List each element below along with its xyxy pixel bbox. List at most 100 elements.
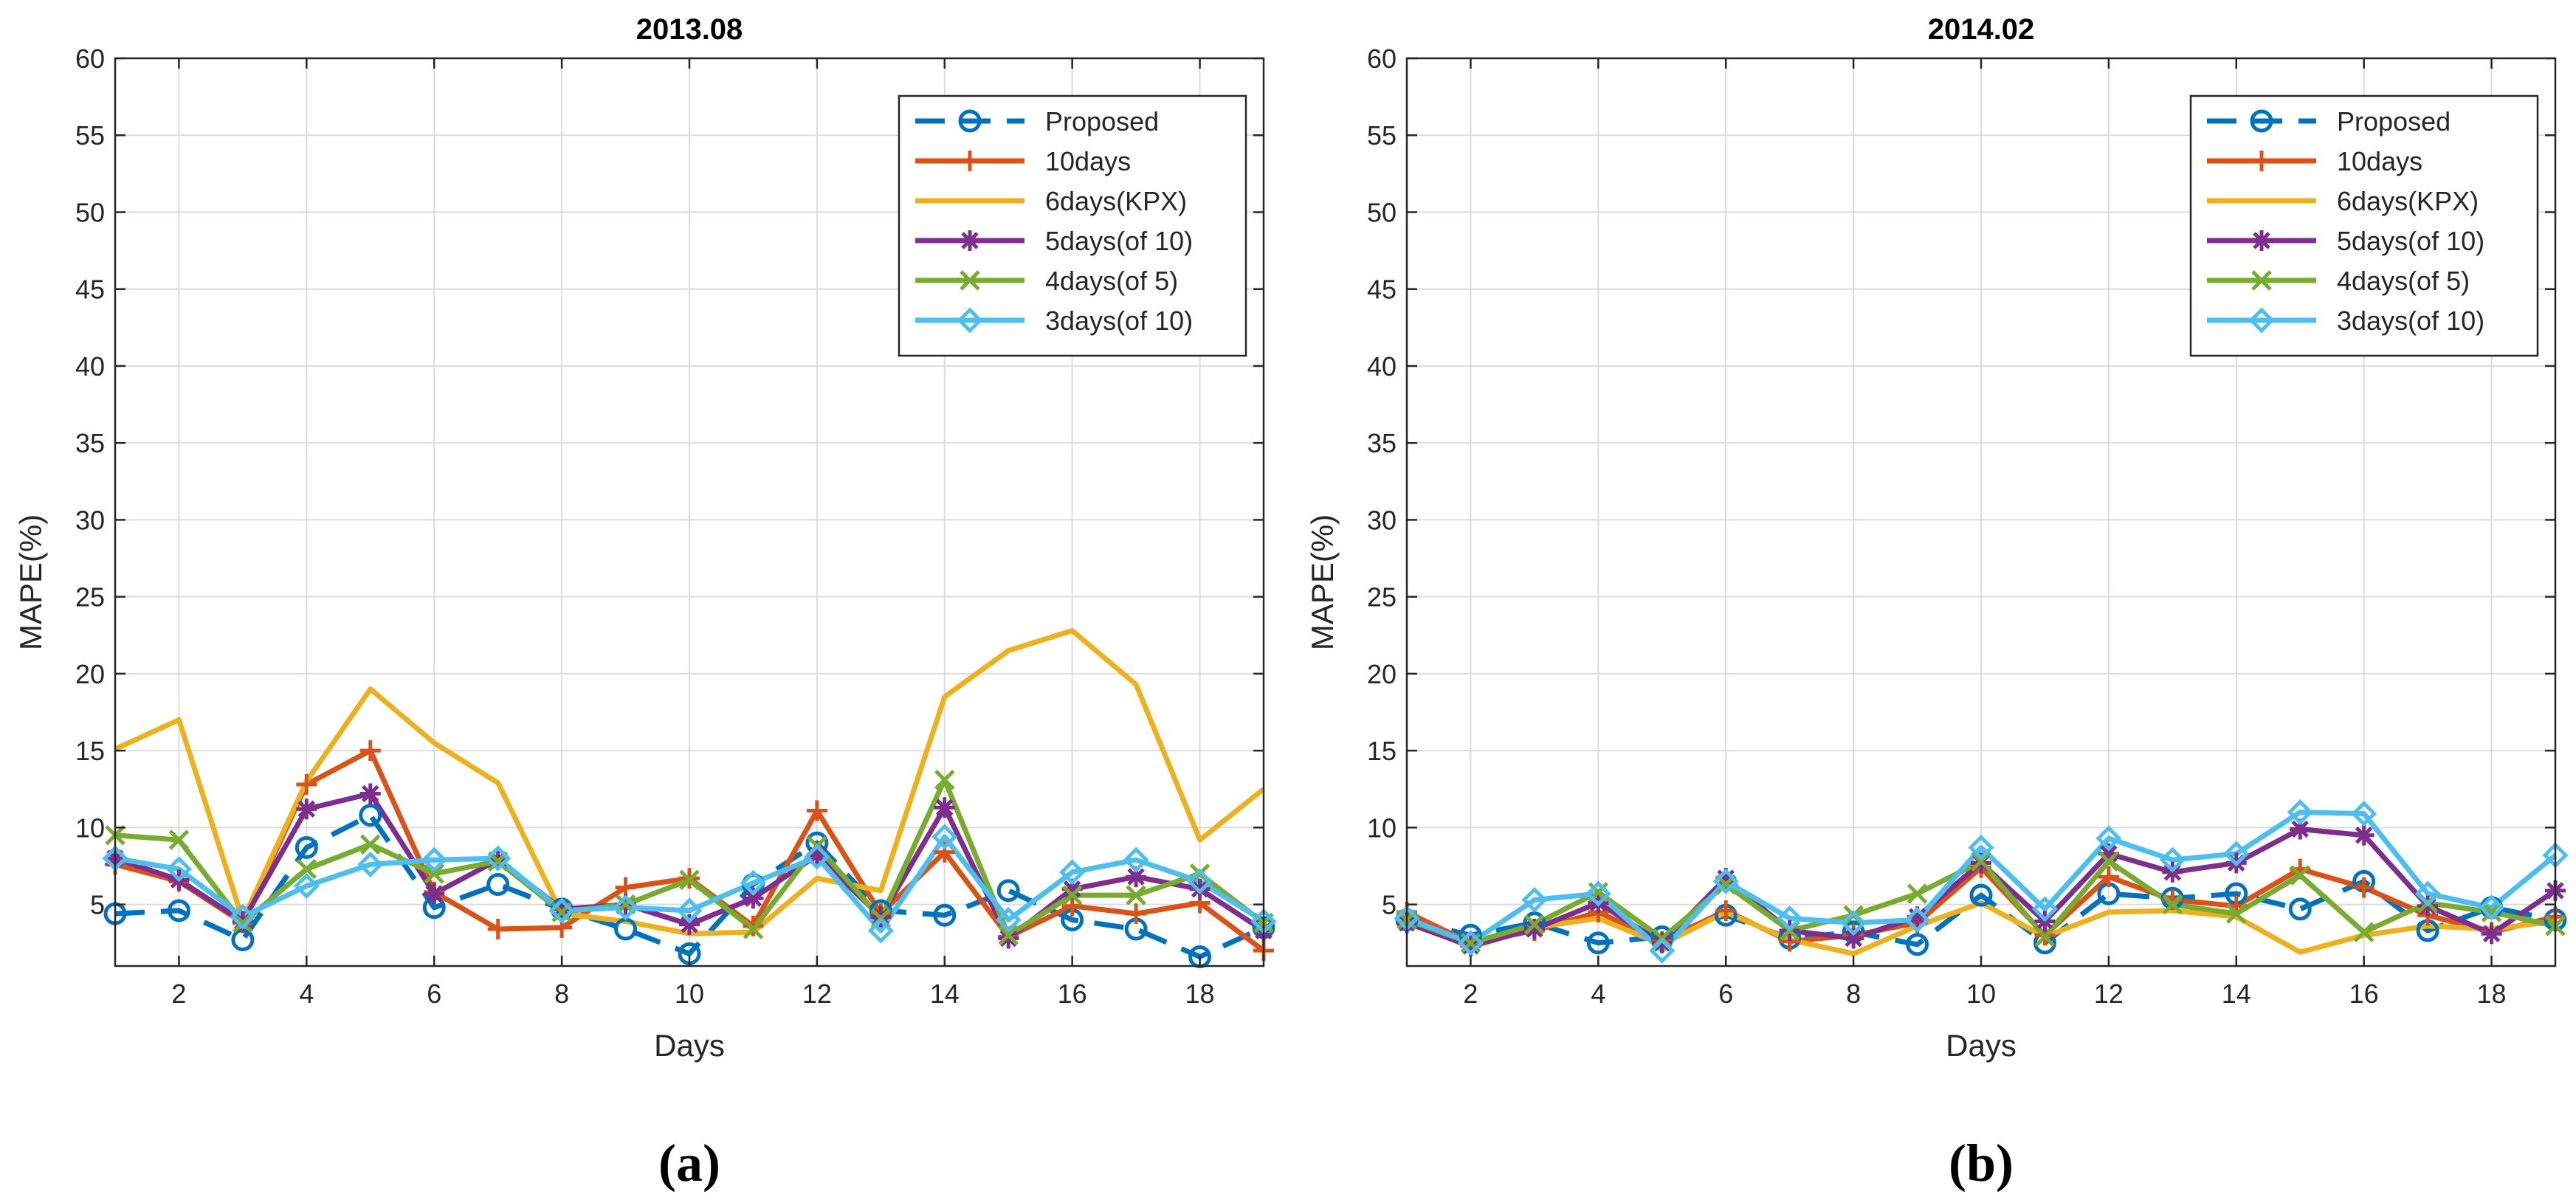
y-tick-label: 5 xyxy=(90,890,105,920)
legend-item-0: Proposed xyxy=(2207,106,2451,137)
data-point xyxy=(551,898,573,920)
data-point xyxy=(233,912,253,934)
data-point xyxy=(1524,914,1545,935)
data-point xyxy=(806,844,827,866)
series-group xyxy=(1394,798,2569,964)
y-tick-label: 25 xyxy=(75,582,105,613)
legend-item-1: 10days xyxy=(2207,146,2422,176)
x-tick-label: 4 xyxy=(299,979,314,1009)
data-point xyxy=(1126,885,1146,905)
x-axis-label: Days xyxy=(1946,1028,2017,1063)
y-tick-label: 30 xyxy=(1367,505,1397,535)
data-point xyxy=(1969,883,1993,907)
data-point xyxy=(357,851,384,877)
data-point xyxy=(1126,866,1147,888)
legend-label: 4days(of 5) xyxy=(2337,266,2470,296)
data-point xyxy=(1059,859,1086,886)
data-point xyxy=(2288,897,2312,921)
legend-item-2: 6days(KPX) xyxy=(915,186,1187,216)
y-axis-label: MAPE(%) xyxy=(1305,514,1340,650)
data-point xyxy=(2098,866,2119,888)
data-point xyxy=(359,804,382,827)
data-point xyxy=(2159,846,2186,873)
x-tick-label: 8 xyxy=(554,979,569,1009)
data-point xyxy=(1523,918,1545,939)
data-point xyxy=(1906,933,1929,956)
data-point xyxy=(1187,868,1213,894)
legend-marker xyxy=(957,307,983,334)
data-point xyxy=(295,835,318,859)
panel-caption: (b) xyxy=(1949,1134,2014,1193)
data-point xyxy=(998,925,1019,946)
data-point xyxy=(296,858,317,880)
data-point xyxy=(2353,877,2374,898)
legend-marker xyxy=(2251,230,2272,251)
x-tick-label: 12 xyxy=(802,979,832,1009)
data-point xyxy=(487,918,509,939)
data-point xyxy=(2290,865,2310,886)
data-point xyxy=(230,903,256,930)
data-point xyxy=(2479,894,2505,921)
data-point xyxy=(485,845,512,872)
data-point xyxy=(998,928,1019,949)
legend-label: 6days(KPX) xyxy=(1045,186,1187,216)
data-point xyxy=(167,899,190,922)
y-tick-label: 60 xyxy=(75,44,105,74)
data-point xyxy=(2290,818,2311,840)
x-tick-label: 14 xyxy=(930,979,960,1009)
legend-item-2: 6days(KPX) xyxy=(2207,186,2479,216)
data-point xyxy=(2353,824,2374,846)
data-point xyxy=(1649,937,1676,964)
data-point xyxy=(1843,905,1864,925)
x-tick-label: 6 xyxy=(427,979,441,1009)
data-point xyxy=(995,906,1022,933)
y-tick-label: 5 xyxy=(1382,890,1397,920)
data-point xyxy=(2098,851,2119,872)
data-point xyxy=(1843,928,1864,949)
data-point xyxy=(1777,905,1803,931)
data-point xyxy=(1126,903,1147,925)
x-tick-label: 4 xyxy=(1591,979,1605,1009)
data-point xyxy=(676,897,703,924)
x-tick-label: 10 xyxy=(1966,979,1996,1009)
y-tick-label: 20 xyxy=(1367,659,1397,689)
data-point xyxy=(1971,851,1991,872)
x-tick-label: 10 xyxy=(675,979,704,1009)
data-point xyxy=(1123,846,1149,873)
data-point xyxy=(359,783,381,804)
y-tick-label: 15 xyxy=(1367,736,1397,766)
data-point xyxy=(2098,843,2119,864)
legend-label: 5days(of 10) xyxy=(2337,226,2484,256)
y-tick-label: 15 xyxy=(75,736,105,766)
data-point xyxy=(2162,894,2183,915)
data-point xyxy=(1061,878,1083,900)
y-tick-label: 45 xyxy=(75,275,105,305)
data-point xyxy=(2481,902,2502,922)
data-point xyxy=(679,869,700,891)
data-point xyxy=(424,883,445,905)
x-tick-label: 6 xyxy=(1718,979,1733,1009)
data-point xyxy=(2095,825,2122,852)
data-point xyxy=(1061,885,1083,905)
legend: Proposed 10days 6days(KPX) 5days(of 10) 4day… xyxy=(2189,94,2539,357)
data-point xyxy=(867,917,894,944)
data-point xyxy=(1904,906,1931,933)
data-point xyxy=(293,873,320,900)
x-tick-label: 16 xyxy=(2349,979,2379,1009)
y-tick-label: 35 xyxy=(75,428,105,458)
data-point xyxy=(486,873,510,897)
panel-caption: (a) xyxy=(658,1134,720,1193)
x-tick-label: 12 xyxy=(2094,979,2124,1009)
data-point xyxy=(933,903,957,927)
series-group xyxy=(102,628,1277,968)
data-point xyxy=(1907,906,1928,928)
chart-title: 2013.08 xyxy=(636,13,743,46)
data-point xyxy=(168,829,190,850)
data-point xyxy=(2287,798,2313,826)
data-point xyxy=(296,798,317,820)
legend: Proposed 10days 6days(KPX) 5days(of 10) 4day… xyxy=(898,94,1247,357)
x-axis-label: Days xyxy=(654,1028,725,1063)
legend-box xyxy=(2189,94,2539,357)
data-point xyxy=(1457,930,1484,956)
